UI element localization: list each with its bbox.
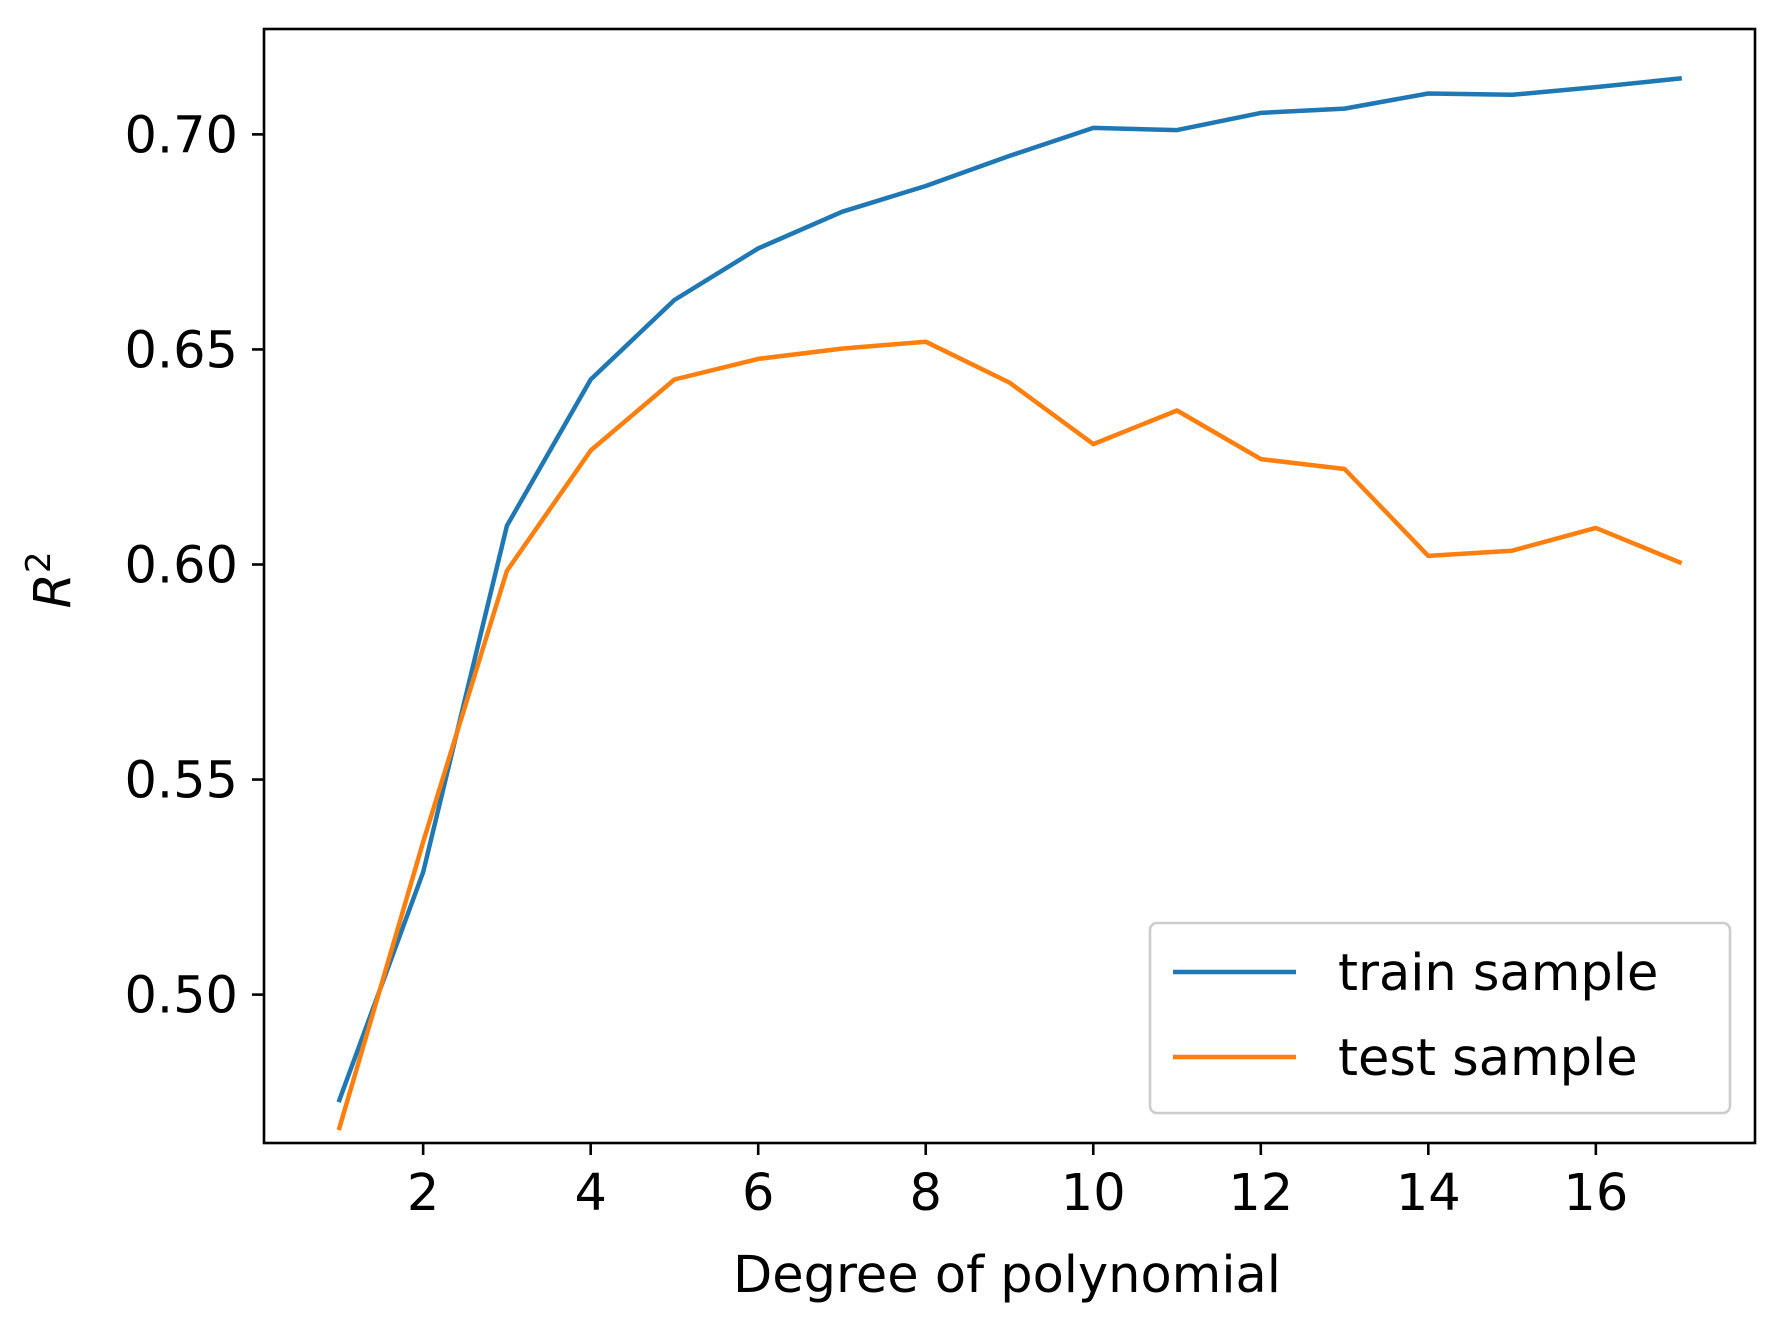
legend-label-test-sample: test sample — [1338, 1029, 1638, 1088]
x-tick-label: 4 — [574, 1164, 606, 1223]
x-tick-label: 6 — [742, 1164, 774, 1223]
x-tick-label: 14 — [1396, 1164, 1461, 1223]
x-tick-label: 12 — [1228, 1164, 1293, 1223]
y-tick-label: 0.50 — [124, 967, 238, 1026]
x-axis-ticks: 2 4 6 8 10 12 14 16 — [407, 1143, 1628, 1223]
y-axis-label: R2 — [19, 551, 83, 608]
x-tick-label: 8 — [910, 1164, 942, 1223]
legend: train sample test sample — [1148, 921, 1732, 1115]
legend-label-train-sample: train sample — [1338, 944, 1658, 1003]
x-tick-label: 2 — [407, 1164, 439, 1223]
plot-series — [336, 76, 1683, 1131]
y-axis-label-superscript: 2 — [19, 551, 59, 573]
x-axis-label: Degree of polynomial — [733, 1246, 1281, 1305]
y-axis-ticks: 0.50 0.55 0.60 0.65 0.70 — [124, 106, 264, 1026]
y-tick-label: 0.70 — [124, 106, 238, 165]
y-axis-label-base: R — [24, 573, 83, 608]
x-tick-label: 16 — [1563, 1164, 1628, 1223]
series-line-test-sample — [336, 339, 1683, 1131]
y-tick-label: 0.60 — [124, 536, 238, 595]
plot-frame — [262, 27, 1757, 1145]
y-tick-label: 0.65 — [124, 321, 238, 380]
series-line-train-sample — [336, 76, 1683, 1103]
y-tick-label: 0.55 — [124, 752, 238, 811]
x-tick-label: 10 — [1061, 1164, 1126, 1223]
